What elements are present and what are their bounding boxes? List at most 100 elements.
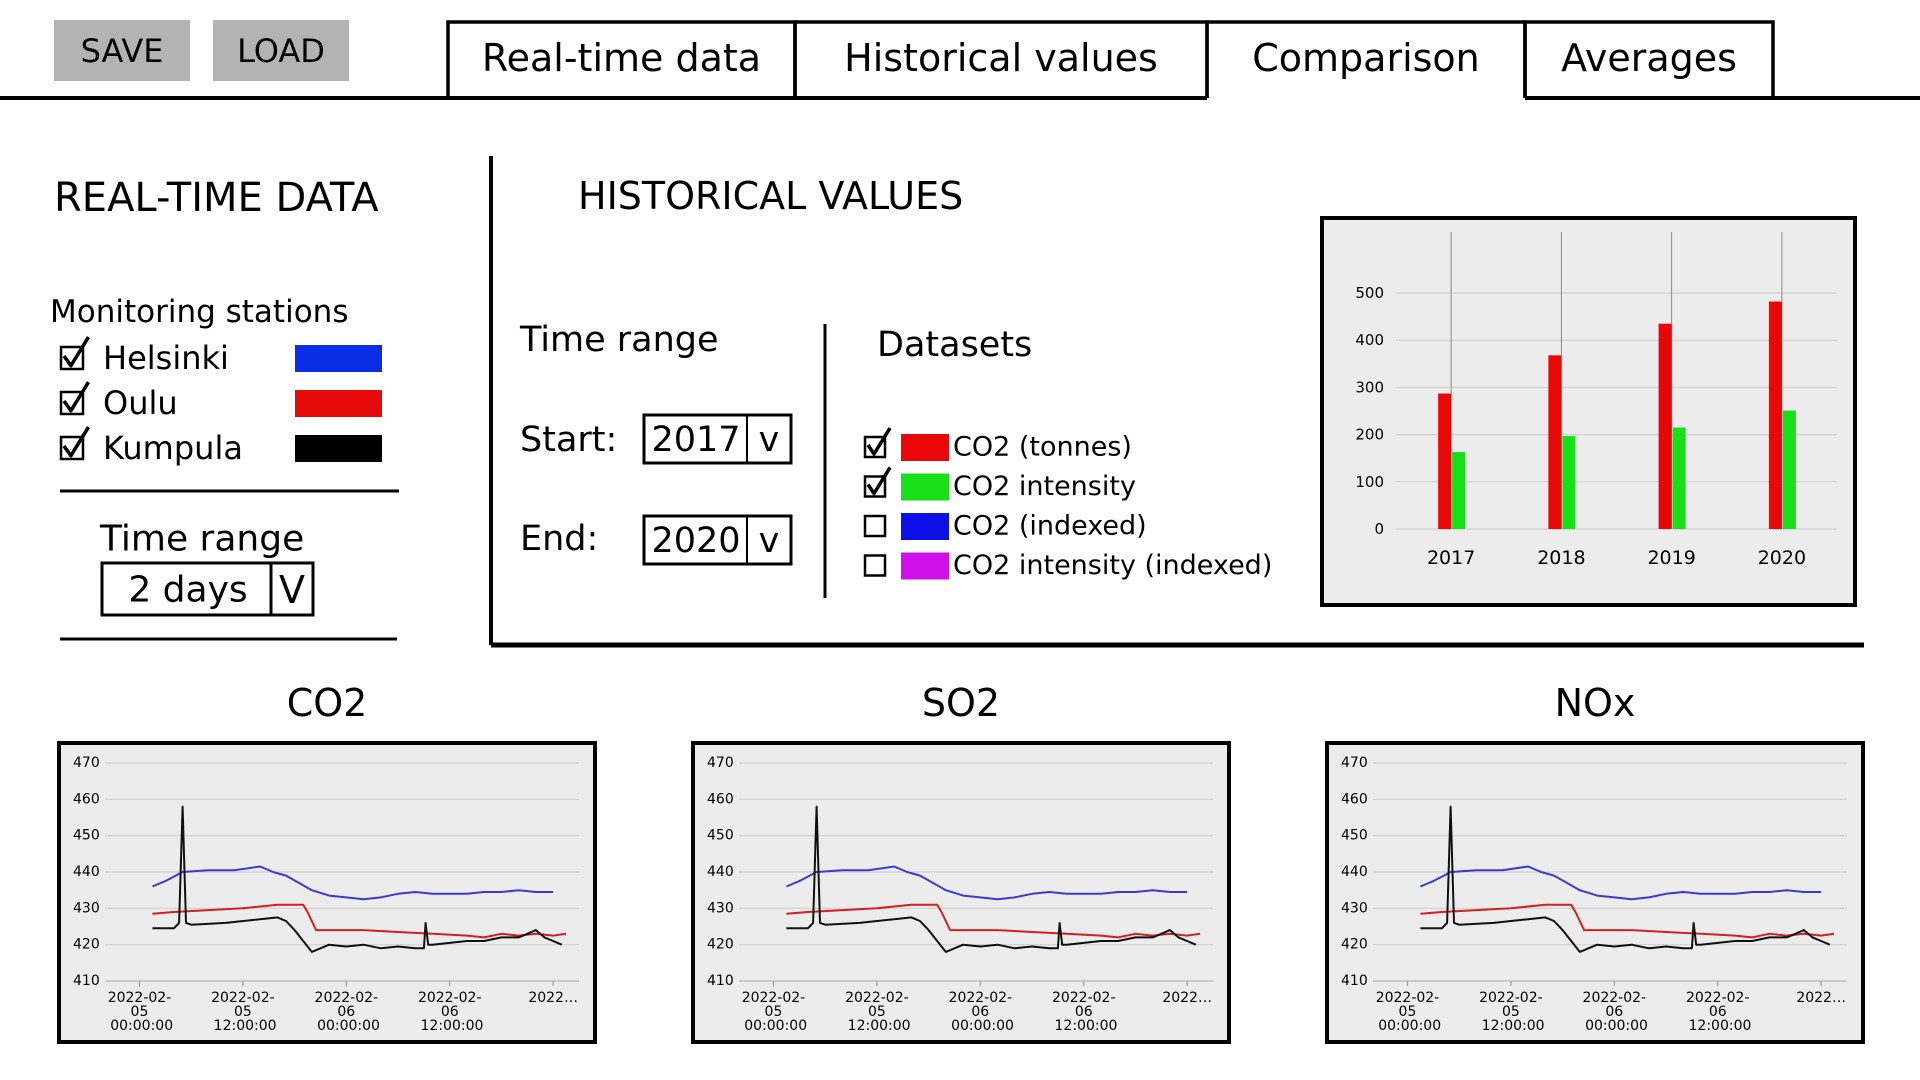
station-name: Kumpula: [103, 429, 243, 467]
x-tick-label: 2022-02-06 12:00:00: [1684, 990, 1751, 1034]
bar: [1672, 427, 1686, 529]
button[interactable]: [213, 20, 349, 81]
x-tick-label: 2022-02-05 12:00:00: [1477, 990, 1544, 1034]
y-tick-label: 420: [1341, 937, 1368, 953]
dataset-color: [901, 513, 949, 540]
series-line: [1420, 805, 1831, 953]
y-tick-label: 460: [1341, 791, 1368, 807]
y-tick-label: 0: [1374, 520, 1384, 538]
dataset-name: CO2 (tonnes): [953, 432, 1132, 463]
check-mark: [866, 427, 892, 456]
series-line: [786, 805, 1197, 953]
x-tick-label: 2022-02-05 12:00:00: [209, 990, 276, 1034]
dropdown-value: 2017: [651, 420, 740, 460]
series-line: [152, 903, 567, 939]
dropdown-value: 2 days: [128, 570, 247, 611]
x-tick-label: 2022…: [1162, 990, 1212, 1006]
label: Time range: [519, 320, 719, 360]
y-tick-label: 500: [1355, 284, 1384, 302]
series-line: [786, 865, 1188, 901]
x-tick-label: 2019: [1647, 547, 1695, 569]
station-name: Oulu: [103, 384, 178, 422]
dataset-name: CO2 intensity: [953, 471, 1136, 502]
x-tick-label: 2018: [1537, 547, 1585, 569]
chart-frame: [1325, 741, 1865, 1044]
bar: [1562, 436, 1576, 529]
y-tick-label: 470: [1341, 755, 1368, 771]
dataset-color: [901, 434, 949, 461]
tab-label: Historical values: [844, 36, 1158, 80]
y-tick-label: 200: [1355, 426, 1384, 444]
station-color: [295, 345, 382, 372]
y-tick-label: 430: [73, 900, 100, 916]
check-mark: [62, 381, 90, 413]
tab-label: Averages: [1561, 36, 1737, 80]
dropdown[interactable]: [642, 413, 793, 465]
x-tick-label: 2022-02-05 12:00:00: [843, 990, 910, 1034]
tab-label: Real-time data: [482, 36, 761, 80]
x-tick-label: 2022-02-05 00:00:00: [740, 990, 807, 1034]
y-tick-label: 450: [707, 828, 734, 844]
y-tick-label: 440: [707, 864, 734, 880]
dropdown[interactable]: [100, 561, 315, 617]
label: Time range: [99, 519, 304, 560]
y-tick-label: 470: [707, 755, 734, 771]
x-tick-label: 2022-02-06 12:00:00: [1050, 990, 1117, 1034]
y-tick-label: 300: [1355, 378, 1384, 396]
section-title: HISTORICAL VALUES: [578, 174, 963, 218]
label: End:: [520, 519, 598, 559]
y-tick-label: 430: [1341, 900, 1368, 916]
button-label: SAVE: [81, 32, 164, 70]
x-tick-label: 2022…: [528, 990, 578, 1006]
check-mark: [62, 426, 90, 458]
dropdown[interactable]: [642, 514, 793, 566]
button[interactable]: [54, 20, 190, 81]
bar: [1438, 393, 1452, 529]
dataset-name: CO2 (indexed): [953, 511, 1147, 542]
bar: [1452, 452, 1466, 529]
y-tick-label: 450: [1341, 828, 1368, 844]
y-tick-label: 400: [1355, 331, 1384, 349]
x-tick-label: 2022-02-05 00:00:00: [1374, 990, 1441, 1034]
series-line: [786, 903, 1201, 939]
dataset-color: [901, 552, 949, 580]
station-name: Helsinki: [103, 339, 229, 377]
y-tick-label: 410: [1341, 973, 1368, 989]
station-color: [295, 390, 382, 417]
chart-title: CO2: [287, 681, 368, 725]
tab[interactable]: [1523, 20, 1775, 98]
checkbox[interactable]: [863, 554, 887, 577]
y-tick-label: 440: [1341, 864, 1368, 880]
label: Start:: [520, 420, 617, 460]
checkbox[interactable]: [863, 514, 887, 538]
series-line: [152, 865, 554, 901]
y-tick-label: 470: [73, 755, 100, 771]
dataset-name: CO2 intensity (indexed): [953, 550, 1272, 581]
y-tick-label: 440: [73, 864, 100, 880]
y-tick-label: 450: [73, 828, 100, 844]
x-tick-label: 2022-02-06 12:00:00: [416, 990, 483, 1034]
x-tick-label: 2022-02-06 00:00:00: [313, 990, 380, 1034]
y-tick-label: 420: [707, 937, 734, 953]
label: Datasets: [877, 325, 1032, 365]
x-tick-label: 2022-02-05 00:00:00: [106, 990, 173, 1034]
x-tick-label: 2022-02-06 00:00:00: [1581, 990, 1648, 1034]
y-tick-label: 100: [1355, 473, 1384, 491]
series-line: [152, 805, 563, 953]
x-tick-label: 2017: [1427, 547, 1475, 569]
bar: [1768, 301, 1782, 529]
y-tick-label: 460: [707, 791, 734, 807]
bar: [1658, 323, 1672, 529]
label: Monitoring stations: [50, 294, 348, 330]
chart-title: SO2: [922, 681, 1000, 725]
x-tick-label: 2020: [1758, 547, 1806, 569]
dropdown-arrow: V: [279, 568, 305, 612]
bar: [1782, 410, 1796, 529]
bar: [1548, 355, 1562, 529]
tab-label: Comparison: [1252, 36, 1480, 80]
y-tick-label: 410: [73, 973, 100, 989]
dropdown-arrow: v: [759, 521, 780, 561]
check-mark: [62, 336, 90, 368]
